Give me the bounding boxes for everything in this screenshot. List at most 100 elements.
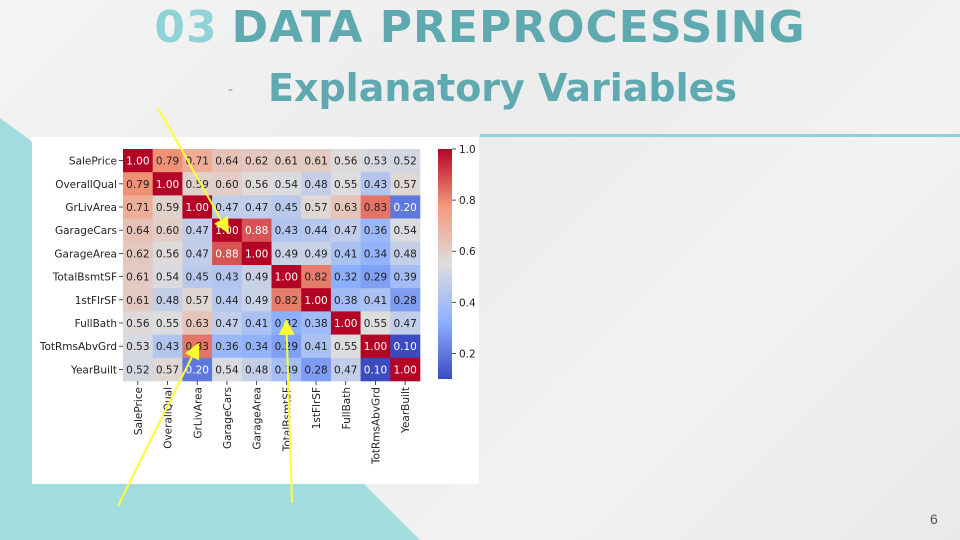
cell-value-label: 0.57 <box>304 202 327 214</box>
row-tick-label: GrLivArea <box>65 202 117 214</box>
heatmap-cell <box>330 334 361 359</box>
heatmap-cell <box>152 241 183 266</box>
colorbar <box>438 149 452 379</box>
cell-value-label: 0.82 <box>304 272 327 284</box>
cell-value-label: 1.00 <box>334 318 357 330</box>
title-divider <box>480 134 960 137</box>
cell-value-label: 0.10 <box>393 341 416 353</box>
heatmap-cell <box>182 311 213 335</box>
cell-value-label: 0.60 <box>156 225 179 237</box>
cell-value-label: 0.39 <box>393 272 416 284</box>
cell-value-label: 0.47 <box>334 225 357 237</box>
cell-value-label: 0.47 <box>186 225 209 237</box>
cell-value-label: 0.47 <box>215 318 238 330</box>
heatmap-cell <box>241 149 272 173</box>
heatmap-cell <box>390 357 421 382</box>
cell-value-label: 0.48 <box>156 295 179 307</box>
cell-value-label: 0.34 <box>364 248 388 260</box>
cell-value-label: 0.52 <box>126 364 149 376</box>
heatmap-cell <box>390 241 421 266</box>
column-tick-label: GrLivArea <box>192 387 204 439</box>
cell-value-label: 0.45 <box>275 202 298 214</box>
heatmap-cell <box>360 311 391 335</box>
heatmap-cell <box>390 149 421 173</box>
cell-value-label: 0.48 <box>245 364 268 376</box>
cell-value-label: 0.43 <box>215 272 238 284</box>
heatmap-cell <box>330 218 361 243</box>
heatmap-cell <box>301 195 332 219</box>
heatmap-cell <box>301 218 332 243</box>
cell-value-label: 0.62 <box>245 156 268 168</box>
heatmap-cell <box>301 265 332 289</box>
heatmap-cell <box>241 241 272 266</box>
heatmap-cell <box>123 149 153 173</box>
heatmap-cell <box>390 334 421 359</box>
cell-value-label: 1.00 <box>126 156 149 168</box>
heatmap-cell <box>241 172 272 196</box>
heatmap-cell <box>212 265 243 289</box>
heatmap-cell <box>360 149 391 173</box>
heatmap-cell <box>330 195 361 219</box>
heatmap-cell <box>360 241 391 266</box>
cell-value-label: 0.63 <box>186 318 209 330</box>
cell-value-label: 0.61 <box>126 272 149 284</box>
heatmap-cell <box>330 172 361 196</box>
column-tick-label: 1stFlrSF <box>311 387 323 429</box>
cell-value-label: 0.39 <box>275 364 298 376</box>
cell-value-label: 1.00 <box>393 364 416 376</box>
cell-value-label: 0.53 <box>364 156 387 168</box>
heatmap-cell <box>212 334 243 359</box>
heatmap-cell <box>360 265 391 289</box>
cell-value-label: 0.54 <box>215 364 239 376</box>
cell-value-label: 0.49 <box>245 272 268 284</box>
heatmap-cell <box>330 265 361 289</box>
heatmap-cell <box>123 241 153 266</box>
column-tick-label: TotRmsAbvGrd <box>370 387 382 465</box>
slide-title: 03 DATA PREPROCESSING <box>0 2 960 53</box>
cell-value-label: 0.57 <box>186 295 209 307</box>
cell-value-label: 0.61 <box>275 156 298 168</box>
cell-value-label: 0.44 <box>215 295 239 307</box>
cell-value-label: 0.49 <box>304 248 327 260</box>
cell-value-label: 0.43 <box>364 179 387 191</box>
cell-value-label: 0.28 <box>393 295 416 307</box>
cell-value-label: 0.41 <box>304 341 327 353</box>
cell-value-label: 0.48 <box>304 179 327 191</box>
title-number: 03 <box>154 2 218 53</box>
cell-value-label: 0.10 <box>364 364 387 376</box>
heatmap-cell <box>301 311 332 335</box>
heatmap-cell <box>301 288 332 312</box>
heatmap-cell <box>330 311 361 335</box>
cell-value-label: 0.47 <box>393 318 416 330</box>
cell-value-label: 0.79 <box>126 179 149 191</box>
cell-value-label: 0.82 <box>275 295 298 307</box>
heatmap-cell <box>390 218 421 243</box>
heatmap-cell <box>123 288 153 312</box>
column-tick-label: GarageCars <box>222 387 234 449</box>
cell-value-label: 0.59 <box>156 202 179 214</box>
heatmap-cell <box>123 218 153 243</box>
cell-value-label: 0.54 <box>156 272 180 284</box>
row-tick-label: YearBuilt <box>70 364 117 376</box>
cell-value-label: 0.45 <box>186 272 209 284</box>
cell-value-label: 0.71 <box>186 156 209 168</box>
cell-value-label: 0.59 <box>186 179 209 191</box>
cell-value-label: 1.00 <box>304 295 327 307</box>
heatmap-cell <box>212 357 243 382</box>
heatmap-cell <box>123 172 153 196</box>
cell-value-label: 0.83 <box>186 341 209 353</box>
cell-value-label: 0.55 <box>156 318 179 330</box>
cell-value-label: 0.62 <box>126 248 149 260</box>
cell-value-label: 0.28 <box>304 364 327 376</box>
cell-value-label: 0.47 <box>215 202 238 214</box>
cell-value-label: 0.71 <box>126 202 149 214</box>
cell-value-label: 1.00 <box>245 248 268 260</box>
heatmap-cell <box>301 357 332 382</box>
colorbar-tick-label: 0.4 <box>459 297 476 309</box>
title-text: DATA PREPROCESSING <box>231 2 806 53</box>
colorbar-tick-label: 0.8 <box>459 195 476 207</box>
cell-value-label: 0.32 <box>275 318 298 330</box>
page-number: 6 <box>930 511 938 527</box>
heatmap-cell <box>330 241 361 266</box>
heatmap-cell <box>301 241 332 266</box>
